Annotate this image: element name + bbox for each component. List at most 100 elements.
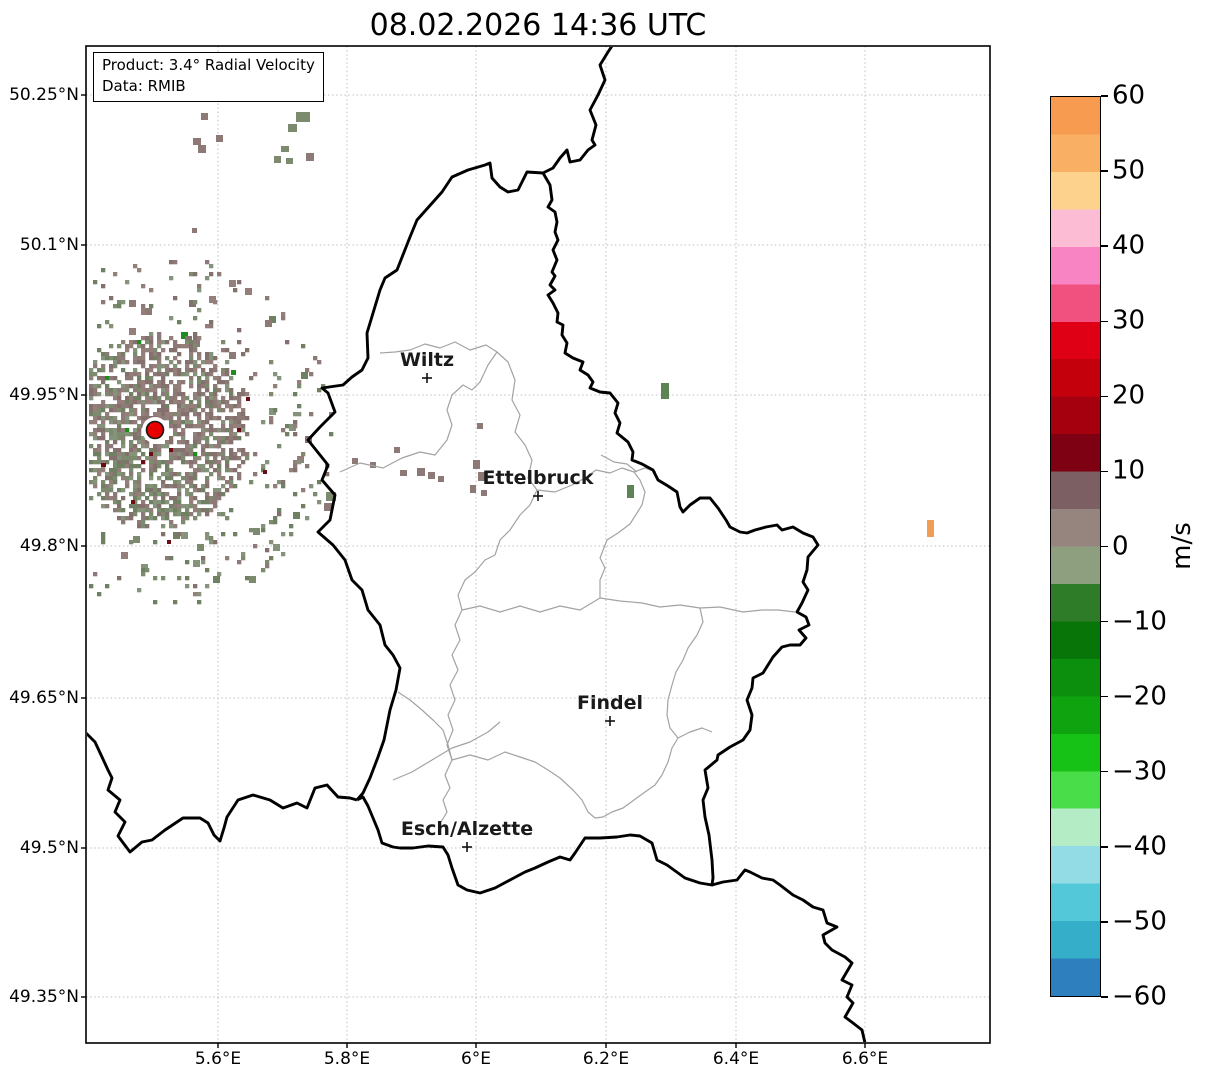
- echo-patch: [286, 158, 293, 164]
- echo-patch: [370, 462, 376, 468]
- colorbar-tick-label: −10: [1112, 605, 1167, 636]
- colorbar-tick-label: 20: [1112, 380, 1146, 411]
- echo-patch: [478, 472, 485, 481]
- canton-border-line: [440, 489, 538, 823]
- info-product-line: Product: 3.4° Radial Velocity: [102, 56, 315, 74]
- y-tick-label: 49.8°N: [19, 536, 79, 556]
- country-borders: [87, 47, 867, 1042]
- canton-border-line: [536, 467, 657, 493]
- figure-title: 08.02.2026 14:36 UTC: [369, 8, 707, 43]
- colorbar-tick-mark: [1101, 545, 1108, 548]
- echo-patch: [927, 520, 934, 537]
- echo-patch: [473, 460, 480, 469]
- neighbor-border: [87, 731, 358, 854]
- city-label: Esch/Alzette: [401, 818, 533, 840]
- x-tick-label: 6.2°E: [582, 1049, 630, 1069]
- echo-patch: [438, 476, 444, 482]
- echo-patch: [274, 156, 281, 163]
- echo-patch: [131, 500, 135, 504]
- colorbar-tick-mark: [1101, 320, 1108, 322]
- plot-frame: [85, 45, 991, 1044]
- echo-patch: [477, 423, 483, 429]
- y-tick-label: 50.1°N: [19, 235, 79, 255]
- echo-patch: [288, 124, 297, 132]
- echo-patch: [198, 145, 206, 153]
- city-label: Ettelbruck: [483, 467, 594, 489]
- x-tick-label: 6.6°E: [841, 1049, 889, 1069]
- x-tick-label: 6.4°E: [712, 1049, 760, 1069]
- colorbar-tick-mark: [1101, 245, 1108, 247]
- echo-patch: [627, 485, 634, 498]
- echo-patch: [263, 470, 267, 474]
- echo-patch: [394, 447, 400, 453]
- city-label: Wiltz: [400, 349, 454, 371]
- y-tick-label: 49.35°N: [9, 987, 79, 1007]
- x-tick-label: 6°E: [460, 1049, 492, 1069]
- echo-patch: [326, 492, 336, 501]
- echo-patch: [417, 468, 425, 476]
- colorbar-tick-label: 0: [1112, 530, 1129, 561]
- echo-patch: [306, 153, 314, 161]
- canton-border-line: [461, 597, 796, 613]
- y-tick-label: 49.65°N: [9, 688, 79, 708]
- y-tick-label: 50.25°N: [9, 85, 79, 105]
- echo-patch: [101, 463, 106, 467]
- colorbar: [1050, 96, 1101, 997]
- radar-site-marker: [142, 417, 168, 443]
- echo-patch: [400, 470, 407, 476]
- echo-patch: [324, 503, 332, 511]
- colorbar-tick-mark: [1101, 921, 1108, 923]
- colorbar-tick-label: 30: [1112, 305, 1146, 336]
- echo-patch: [246, 397, 250, 401]
- city-labels: Wiltz Ettelbruck Findel Esch/Alzette: [400, 349, 643, 852]
- radar-site-dot: [145, 420, 165, 440]
- colorbar-tick-label: −50: [1112, 906, 1167, 937]
- colorbar-tick-mark: [1101, 170, 1108, 172]
- colorbar-tick-mark: [1101, 95, 1108, 97]
- echo-patch: [661, 383, 669, 399]
- luxembourg-border: [306, 161, 820, 895]
- colorbar-tick-mark: [1101, 846, 1108, 848]
- echo-patch: [167, 540, 171, 544]
- echo-patch: [281, 146, 289, 152]
- canton-border-line: [451, 727, 713, 819]
- echo-patch: [192, 228, 197, 233]
- neighbor-border: [711, 868, 867, 1042]
- x-tick-label: 5.6°E: [194, 1049, 242, 1069]
- gridlines: [86, 46, 990, 1043]
- echo-patches: [101, 112, 934, 544]
- colorbar-tick-mark: [1101, 996, 1108, 998]
- colorbar-tick-label: −20: [1112, 681, 1167, 712]
- colorbar-tick-label: −60: [1112, 981, 1167, 1012]
- canton-border-line: [392, 721, 501, 781]
- canton-borders: [339, 341, 796, 823]
- colorbar-tick-mark: [1101, 470, 1108, 473]
- echo-patch: [296, 112, 310, 122]
- colorbar-tick-mark: [1101, 620, 1108, 623]
- echo-patch: [470, 485, 476, 493]
- canton-border-line: [496, 351, 538, 491]
- x-tick-label: 5.8°E: [323, 1049, 371, 1069]
- axis-ticks: [81, 94, 866, 1048]
- canton-border-line: [666, 607, 704, 739]
- echo-patch: [352, 458, 358, 464]
- colorbar-tick-label: −30: [1112, 756, 1167, 787]
- y-tick-label: 49.5°N: [19, 838, 79, 858]
- colorbar-tick-mark: [1101, 771, 1108, 773]
- colorbar-tick-label: 10: [1112, 455, 1146, 486]
- city-label: Findel: [577, 692, 643, 714]
- echo-patch: [481, 490, 487, 496]
- colorbar-tick-mark: [1101, 395, 1108, 398]
- canton-border-line: [397, 691, 453, 761]
- colorbar-tick-mark: [1101, 695, 1108, 698]
- canton-border-line: [600, 454, 638, 473]
- echo-patch: [216, 135, 223, 142]
- echo-patch: [193, 138, 201, 145]
- info-data-line: Data: RMIB: [102, 77, 186, 95]
- neighbor-border: [542, 47, 614, 175]
- colorbar-unit-label: m/s: [1166, 522, 1197, 570]
- canton-border-line: [339, 341, 498, 473]
- echo-patch: [201, 113, 208, 120]
